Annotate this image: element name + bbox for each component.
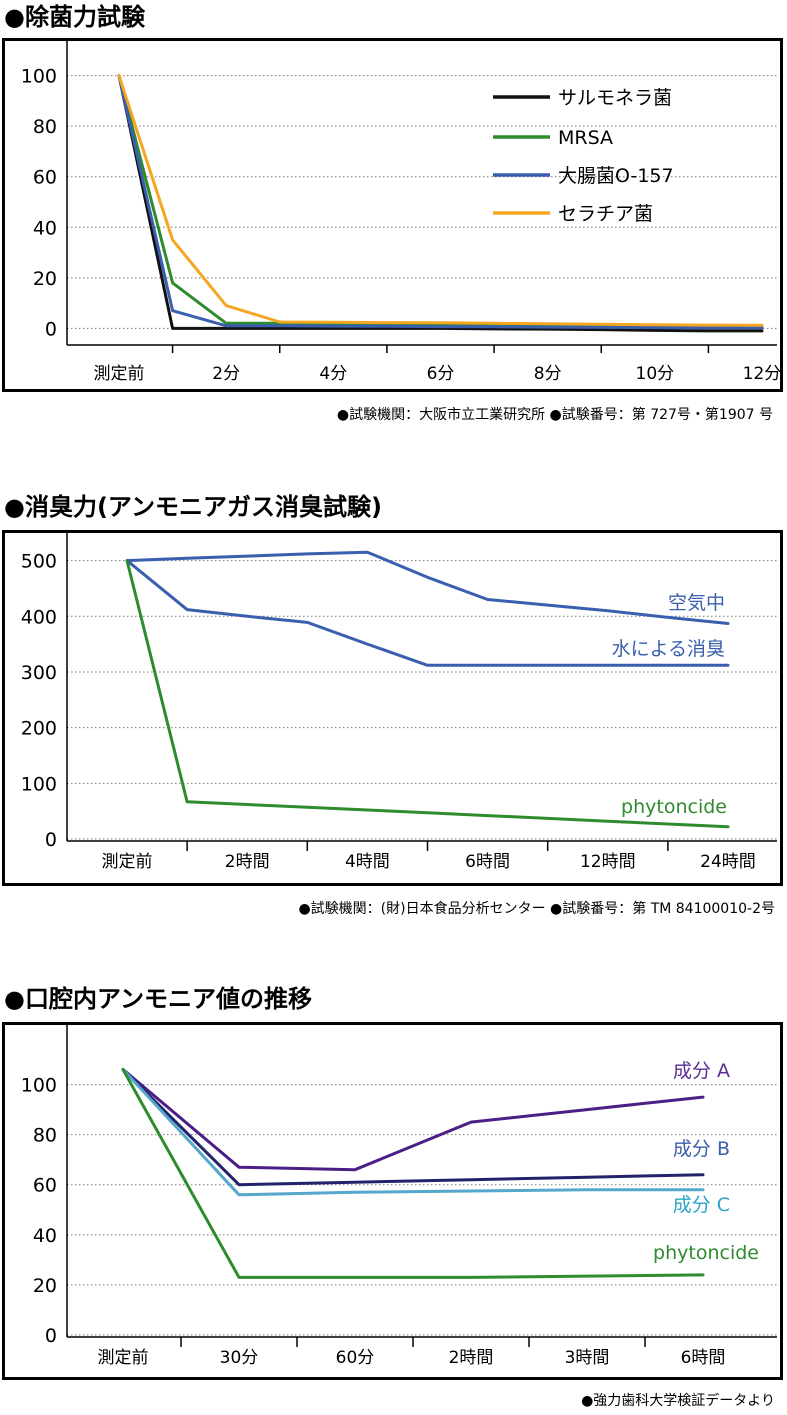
chart2-title: ●消臭力(アンモニアガス消臭試験) — [4, 493, 382, 521]
chart2-source: ●試験機関：(財)日本食品分析センター ●試験番号：第 TM 84100010-… — [298, 901, 775, 917]
series-line-3 — [121, 1068, 705, 1197]
y-tick-label: 0 — [45, 318, 57, 340]
legend-label: セラチア菌 — [558, 203, 653, 225]
x-tick-label: 60分 — [336, 1348, 375, 1368]
y-tick-label: 60 — [33, 167, 57, 189]
y-tick-label: 80 — [33, 116, 57, 138]
series-line-1 — [121, 1068, 705, 1172]
series-line-2 — [125, 559, 730, 667]
y-tick-label: 40 — [33, 1225, 57, 1247]
x-tick-label: 2分 — [212, 364, 240, 384]
x-tick-label: 6時間 — [465, 852, 510, 872]
series-label: 水による消臭 — [612, 638, 725, 660]
series-label: 成分 C — [673, 1194, 730, 1216]
series-line-1 — [117, 74, 764, 333]
legend-label: サルモネラ菌 — [558, 87, 672, 109]
chart3-source: ●強力歯科大学検証データより — [581, 1393, 775, 1409]
x-tick-label: 12時間 — [580, 852, 636, 872]
y-tick-label: 0 — [45, 1325, 57, 1347]
y-tick-label: 0 — [45, 829, 57, 851]
y-tick-label: 100 — [21, 1075, 57, 1097]
y-tick-label: 400 — [21, 606, 57, 628]
chart1-svg: 0 20 40 60 80 100 測定前 2分 4分 6分 8分 10分 12分 サルモネラ菌 MRSA 大… — [21, 41, 780, 384]
chart3-svg: 0 20 40 60 80 100 測定前 30分 60分 2時間 3時間 6時間 成分 A 成分 B 成分… — [21, 1025, 777, 1368]
y-tick-label: 20 — [33, 1275, 57, 1297]
series-line-4 — [117, 74, 764, 327]
x-tick-label: 2時間 — [449, 1348, 494, 1368]
y-tick-label: 20 — [33, 268, 57, 290]
x-tick-label: 3時間 — [565, 1348, 610, 1368]
chart1-source: ●試験機関：大阪市立工業研究所 ●試験番号：第 727号・第1907 号 — [336, 407, 773, 423]
x-tick-label: 測定前 — [98, 1348, 149, 1368]
chart3-frame: 0 20 40 60 80 100 測定前 30分 60分 2時間 3時間 6時間 成分 A 成分 B 成分… — [2, 1022, 783, 1380]
series-label: phytoncide — [621, 796, 727, 818]
y-tick-label: 100 — [21, 66, 57, 88]
series-line-1 — [125, 550, 730, 625]
x-tick-label: 測定前 — [102, 852, 153, 872]
series-label: 成分 B — [673, 1138, 730, 1160]
y-tick-label: 100 — [21, 773, 57, 795]
series-line-2 — [117, 74, 764, 329]
x-tick-label: 4分 — [319, 364, 347, 384]
series-label: 空気中 — [668, 592, 725, 614]
legend-label: 大腸菌O-157 — [558, 165, 674, 187]
y-tick-label: 300 — [21, 662, 57, 684]
x-tick-label: 24時間 — [700, 852, 756, 872]
chart2-frame: 0 100 200 300 400 500 測定前 2時間 4時間 6時間 12時間 24時間 空気中水… — [2, 530, 783, 886]
chart1-frame: 0 20 40 60 80 100 測定前 2分 4分 6分 8分 10分 12分 サルモネラ菌 MRSA 大… — [2, 38, 783, 392]
y-tick-label: 40 — [33, 217, 57, 239]
series-line-4 — [121, 1068, 705, 1279]
series-line-3 — [125, 559, 730, 829]
x-tick-label: 測定前 — [94, 364, 145, 384]
y-tick-label: 200 — [21, 718, 57, 740]
series-line-2 — [121, 1068, 705, 1187]
x-tick-label: 10分 — [636, 364, 675, 384]
legend-label: MRSA — [558, 127, 613, 149]
series-label: phytoncide — [653, 1242, 759, 1264]
x-tick-label: 8分 — [534, 364, 562, 384]
y-tick-label: 500 — [21, 551, 57, 573]
y-tick-label: 60 — [33, 1175, 57, 1197]
x-tick-label: 30分 — [220, 1348, 259, 1368]
x-tick-label: 2時間 — [225, 852, 270, 872]
series-label: 成分 A — [673, 1060, 730, 1082]
chart1-title: ●除菌力試験 — [4, 3, 145, 31]
x-tick-label: 4時間 — [345, 852, 390, 872]
series-line-3 — [117, 74, 764, 330]
chart2-svg: 0 100 200 300 400 500 測定前 2時間 4時間 6時間 12時間 24時間 空気中水… — [21, 533, 777, 872]
x-tick-label: 6分 — [427, 364, 455, 384]
y-tick-label: 80 — [33, 1125, 57, 1147]
x-tick-label: 6時間 — [681, 1348, 726, 1368]
chart3-title: ●口腔内アンモニア値の推移 — [4, 985, 312, 1013]
x-tick-label: 12分 — [743, 364, 780, 384]
